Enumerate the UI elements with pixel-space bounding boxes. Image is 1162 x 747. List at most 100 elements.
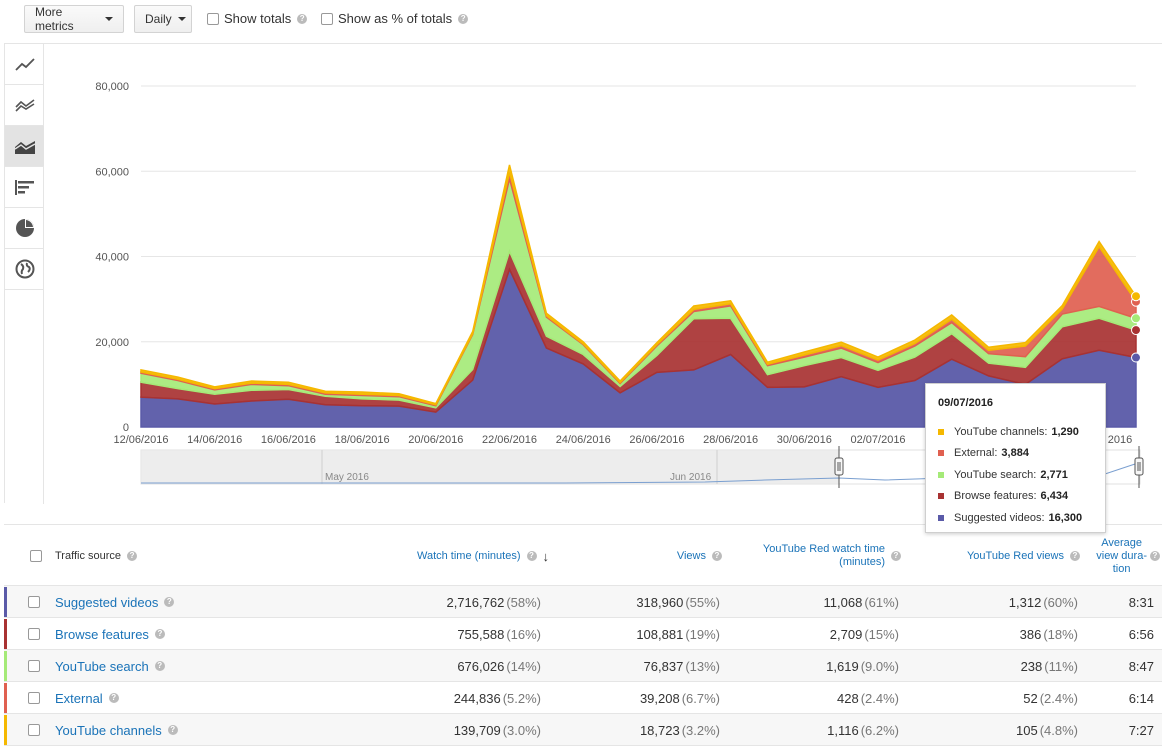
hover-point — [1131, 325, 1141, 336]
source-cell: YouTube channels? — [55, 714, 178, 746]
show-totals-checkbox[interactable] — [207, 12, 219, 25]
series-swatch — [938, 471, 944, 478]
row-checkbox[interactable] — [28, 692, 40, 704]
help-icon[interactable]: ? — [154, 629, 165, 639]
multi-line-chart-button[interactable] — [5, 85, 44, 126]
header-traffic-source[interactable]: Traffic source ? — [55, 525, 138, 587]
help-icon[interactable]: ? — [458, 13, 469, 24]
help-icon[interactable]: ? — [712, 551, 722, 561]
chart-tooltip: 09/07/2016 YouTube channels: 1,290 Externa… — [925, 383, 1106, 533]
views-pct: (13%) — [685, 658, 720, 674]
help-icon[interactable]: ? — [108, 693, 119, 703]
watch-time-pct: (5.2%) — [502, 690, 541, 706]
x-tick-label: 12/06/2016 — [113, 434, 168, 446]
row-select-cell — [28, 618, 40, 650]
select-all-checkbox[interactable] — [30, 550, 42, 562]
header-views[interactable]: Views ? — [604, 525, 722, 587]
red-views-cell: 52 (2.4%) — [934, 682, 1078, 714]
series-swatch — [938, 450, 944, 457]
red-watch-pct: (6.2%) — [860, 722, 899, 738]
help-icon[interactable]: ? — [526, 551, 537, 561]
x-tick-label: 30/06/2016 — [777, 434, 832, 446]
source-link[interactable]: External — [55, 690, 103, 706]
views-cell: 39,208 (6.7%) — [584, 682, 720, 714]
help-icon[interactable]: ? — [167, 725, 178, 735]
table-row[interactable]: Suggested videos? 2,716,762 (58%) 318,960 (5… — [4, 586, 1162, 618]
tooltip-row: External: 3,884 — [938, 443, 1093, 465]
avg-duration-value: 8:31 — [1128, 594, 1154, 610]
header-red-watch-time[interactable]: YouTube Red watch time (minutes) ? — [734, 525, 901, 587]
select-all-cell — [30, 525, 42, 587]
source-cell: Suggested videos? — [55, 586, 175, 618]
help-icon[interactable]: ? — [164, 597, 175, 607]
chart-toolbar: More metrics Daily Show totals ? Show as… — [0, 0, 1162, 44]
views-pct: (19%) — [685, 626, 720, 642]
red-watch-value: 11,068 — [823, 594, 863, 610]
line-chart-button[interactable] — [5, 44, 44, 85]
globe-map-button[interactable] — [5, 249, 44, 290]
red-views-cell: 105 (4.8%) — [934, 714, 1078, 746]
help-icon[interactable]: ? — [1070, 551, 1080, 561]
bar-chart-button[interactable] — [5, 167, 44, 208]
header-avg-duration[interactable]: Average view dura- tion ? — [1084, 525, 1160, 587]
row-checkbox[interactable] — [28, 628, 40, 640]
help-icon[interactable]: ? — [127, 551, 138, 561]
pie-chart-button[interactable] — [5, 208, 44, 249]
source-link[interactable]: Browse features — [55, 626, 149, 642]
red-watch-pct: (9.0%) — [860, 658, 899, 674]
red-watch-value: 2,709 — [829, 626, 863, 642]
red-views-value: 105 — [1016, 722, 1038, 738]
more-metrics-label: More metrics — [35, 5, 74, 33]
row-checkbox[interactable] — [28, 596, 40, 608]
views-value: 39,208 — [639, 690, 680, 706]
source-cell: YouTube search? — [55, 650, 165, 682]
header-avg-label-2: view dura- — [1096, 549, 1147, 562]
chevron-down-icon — [177, 17, 186, 21]
row-checkbox[interactable] — [28, 660, 40, 672]
header-avg-label-1: Average — [1101, 536, 1143, 549]
help-icon[interactable]: ? — [1150, 551, 1160, 561]
header-views-label: Views — [676, 550, 706, 562]
show-pct-totals-label: Show as % of totals — [338, 11, 453, 26]
avg-duration-value: 8:47 — [1128, 658, 1154, 674]
row-select-cell — [28, 586, 40, 618]
source-link[interactable]: YouTube search — [55, 658, 149, 674]
more-metrics-button[interactable]: More metrics — [24, 5, 124, 33]
table-row[interactable]: Browse features? 755,588 (16%) 108,881 (19%)… — [4, 618, 1162, 650]
show-totals-toggle[interactable]: Show totals ? — [207, 11, 308, 26]
red-views-cell: 238 (11%) — [934, 650, 1078, 682]
row-checkbox[interactable] — [28, 724, 40, 736]
table-row[interactable]: External? 244,836 (5.2%) 39,208 (6.7%) 428 (2.… — [4, 682, 1162, 714]
avg-duration-value: 6:14 — [1128, 690, 1154, 706]
tooltip-row-value: 6,434 — [1040, 490, 1069, 503]
series-color-bar — [4, 651, 7, 681]
source-cell: External? — [55, 682, 119, 714]
table-row[interactable]: YouTube channels? 139,709 (3.0%) 18,723 (3.2… — [4, 714, 1162, 746]
help-icon[interactable]: ? — [154, 661, 165, 671]
x-tick-label: 18/06/2016 — [335, 434, 390, 446]
multi-line-chart-icon — [14, 99, 34, 112]
header-watch-time[interactable]: Watch time (minutes) ? ↓ — [384, 525, 549, 587]
header-red-views[interactable]: YouTube Red views ? — [924, 525, 1080, 587]
help-icon[interactable]: ? — [297, 13, 308, 24]
help-icon[interactable]: ? — [891, 551, 901, 561]
stacked-area-chart-button[interactable] — [5, 126, 44, 167]
red-views-cell: 386 (18%) — [934, 618, 1078, 650]
stacked-area-chart[interactable]: 0 20,000 40,000 60,000 80,000 12/06/2016 14/06… — [5, 44, 1162, 504]
navigator-handle[interactable] — [1134, 457, 1144, 476]
navigator-handle[interactable] — [834, 457, 844, 476]
interval-dropdown[interactable]: Daily — [134, 5, 192, 33]
source-link[interactable]: YouTube channels — [55, 722, 162, 738]
header-red-views-label: YouTube Red views — [966, 550, 1064, 562]
chart-area: 0 20,000 40,000 60,000 80,000 12/06/2016 14/06… — [4, 43, 1162, 504]
table-row[interactable]: YouTube search? 676,026 (14%) 76,837 (13%) 1,… — [4, 650, 1162, 682]
tooltip-row-value: 16,300 — [1048, 511, 1083, 524]
views-pct: (3.2%) — [681, 722, 720, 738]
show-pct-totals-toggle[interactable]: Show as % of totals ? — [321, 11, 469, 26]
red-views-pct: (60%) — [1043, 594, 1078, 610]
header-red-watch-label-1: YouTube Red watch time — [762, 543, 885, 555]
show-pct-totals-checkbox[interactable] — [321, 12, 333, 25]
watch-time-cell: 139,709 (3.0%) — [384, 714, 541, 746]
source-link[interactable]: Suggested videos — [55, 594, 159, 610]
views-value: 318,960 — [636, 594, 684, 610]
